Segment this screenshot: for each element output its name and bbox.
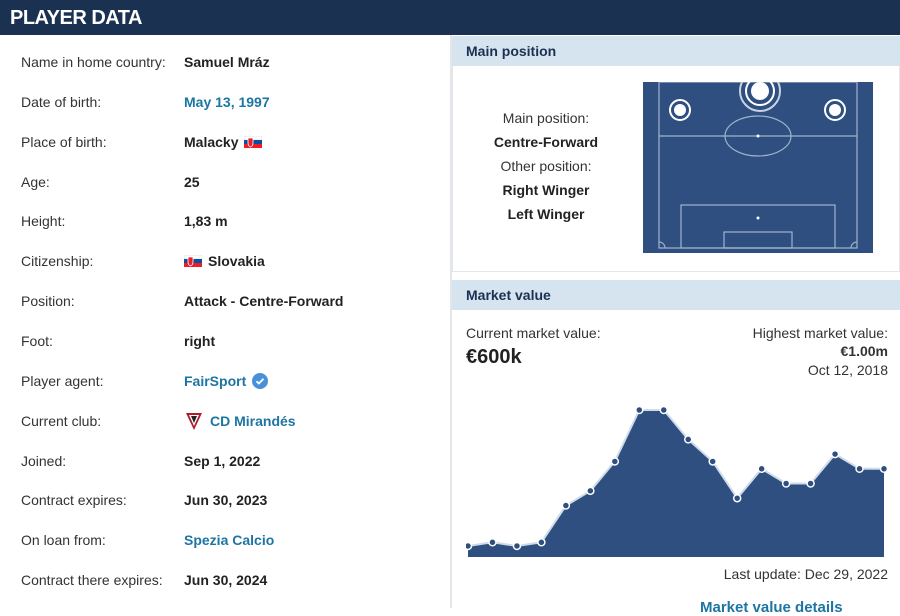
row-value: 1,83 m xyxy=(184,213,228,229)
point xyxy=(537,538,546,547)
icon xyxy=(244,135,263,148)
row-value-text: Spezia Calcio xyxy=(184,532,275,549)
current-value: €600k xyxy=(466,346,522,368)
header-title: PLAYER DATA xyxy=(10,7,142,29)
row-label: Foot: xyxy=(21,332,53,349)
highest-label: Highest market value: xyxy=(752,325,888,341)
row-label: Current club: xyxy=(21,412,102,429)
highest-value: €1.00m xyxy=(840,343,888,359)
position-value: Centre-Forward xyxy=(493,134,599,150)
row-value-text: CD Mirandés xyxy=(210,412,296,429)
row-label: Date of birth: xyxy=(21,93,102,110)
point xyxy=(512,541,522,551)
row-value[interactable]: FairSport xyxy=(184,372,269,389)
row-label: Contract expires: xyxy=(21,492,127,509)
row-value-text: Jun 30, 2023 xyxy=(184,492,268,509)
row-value-text: Samuel Mráz xyxy=(184,54,270,70)
divider xyxy=(450,35,452,608)
area xyxy=(468,410,884,557)
row-value: right xyxy=(184,333,215,349)
row-label: Position: xyxy=(21,293,75,310)
row-value-text: Sep 1, 2022 xyxy=(184,452,261,469)
row-value-text: FairSport xyxy=(184,372,247,389)
row-label: Height: xyxy=(21,213,66,230)
point xyxy=(635,405,644,415)
row-value[interactable]: Spezia Calcio xyxy=(184,532,274,548)
last-update: Last update: Dec 29, 2022 xyxy=(723,566,888,582)
point xyxy=(855,464,864,474)
row-value: Samuel Mráz xyxy=(184,54,270,70)
icon xyxy=(184,411,204,431)
row-value-text: Malacky xyxy=(184,133,239,150)
row-label: Joined: xyxy=(21,452,67,469)
row-value-text: Slovakia xyxy=(208,253,265,270)
section-title: Market value xyxy=(466,287,551,303)
row-value: Slovakia xyxy=(184,253,265,269)
row-value[interactable]: May 13, 1997 xyxy=(184,94,270,110)
icon xyxy=(184,255,202,268)
row-label: Age: xyxy=(21,173,50,190)
point xyxy=(586,486,595,496)
row-value-text: May 13, 1997 xyxy=(184,93,270,110)
point xyxy=(781,479,791,488)
point xyxy=(561,501,571,510)
row-value-text: 25 xyxy=(184,173,200,190)
row-label: On loan from: xyxy=(21,532,106,549)
position-label: Other position: xyxy=(500,158,592,174)
point xyxy=(830,449,840,459)
row-value: Sep 1, 2022 xyxy=(184,453,260,469)
point xyxy=(683,435,693,444)
pitch xyxy=(643,82,873,253)
point xyxy=(466,541,473,551)
position-label: Main position: xyxy=(502,110,590,126)
position-value: Right Winger xyxy=(502,182,590,198)
section-title: Main position xyxy=(466,43,557,59)
point xyxy=(879,464,888,474)
current-label: Current market value: xyxy=(466,325,601,341)
row-label: Name in home country: xyxy=(21,54,166,70)
point xyxy=(610,457,620,466)
row-value: Jun 30, 2024 xyxy=(184,572,267,588)
row-value: Attack - Centre-Forward xyxy=(184,293,343,309)
row-value[interactable]: CD Mirandés xyxy=(184,411,296,431)
row-label: Place of birth: xyxy=(21,133,107,150)
row-value: Jun 30, 2023 xyxy=(184,492,267,508)
point xyxy=(806,479,815,488)
row-value-text: 1,83 m xyxy=(184,213,228,230)
market-value-chart xyxy=(466,405,888,557)
row-label: Player agent: xyxy=(21,372,104,389)
point xyxy=(659,405,669,415)
point xyxy=(732,493,742,503)
row-value-text: Attack - Centre-Forward xyxy=(184,293,344,310)
row-label: Citizenship: xyxy=(21,253,94,270)
point xyxy=(757,464,766,474)
row-value: Malacky xyxy=(184,133,263,150)
position-value: Left Winger xyxy=(507,206,585,222)
section-header: Main position xyxy=(452,36,900,66)
row-value-text: right xyxy=(184,332,216,349)
row-value-text: Jun 30, 2024 xyxy=(184,572,268,589)
section-header: Market value xyxy=(452,280,900,310)
icon xyxy=(252,372,269,389)
point xyxy=(708,457,717,466)
row-label: Contract there expires: xyxy=(21,572,163,589)
highest-date: Oct 12, 2018 xyxy=(807,362,888,378)
row-value: 25 xyxy=(184,174,200,190)
point xyxy=(488,538,497,547)
header-bar: PLAYER DATA xyxy=(0,0,900,35)
